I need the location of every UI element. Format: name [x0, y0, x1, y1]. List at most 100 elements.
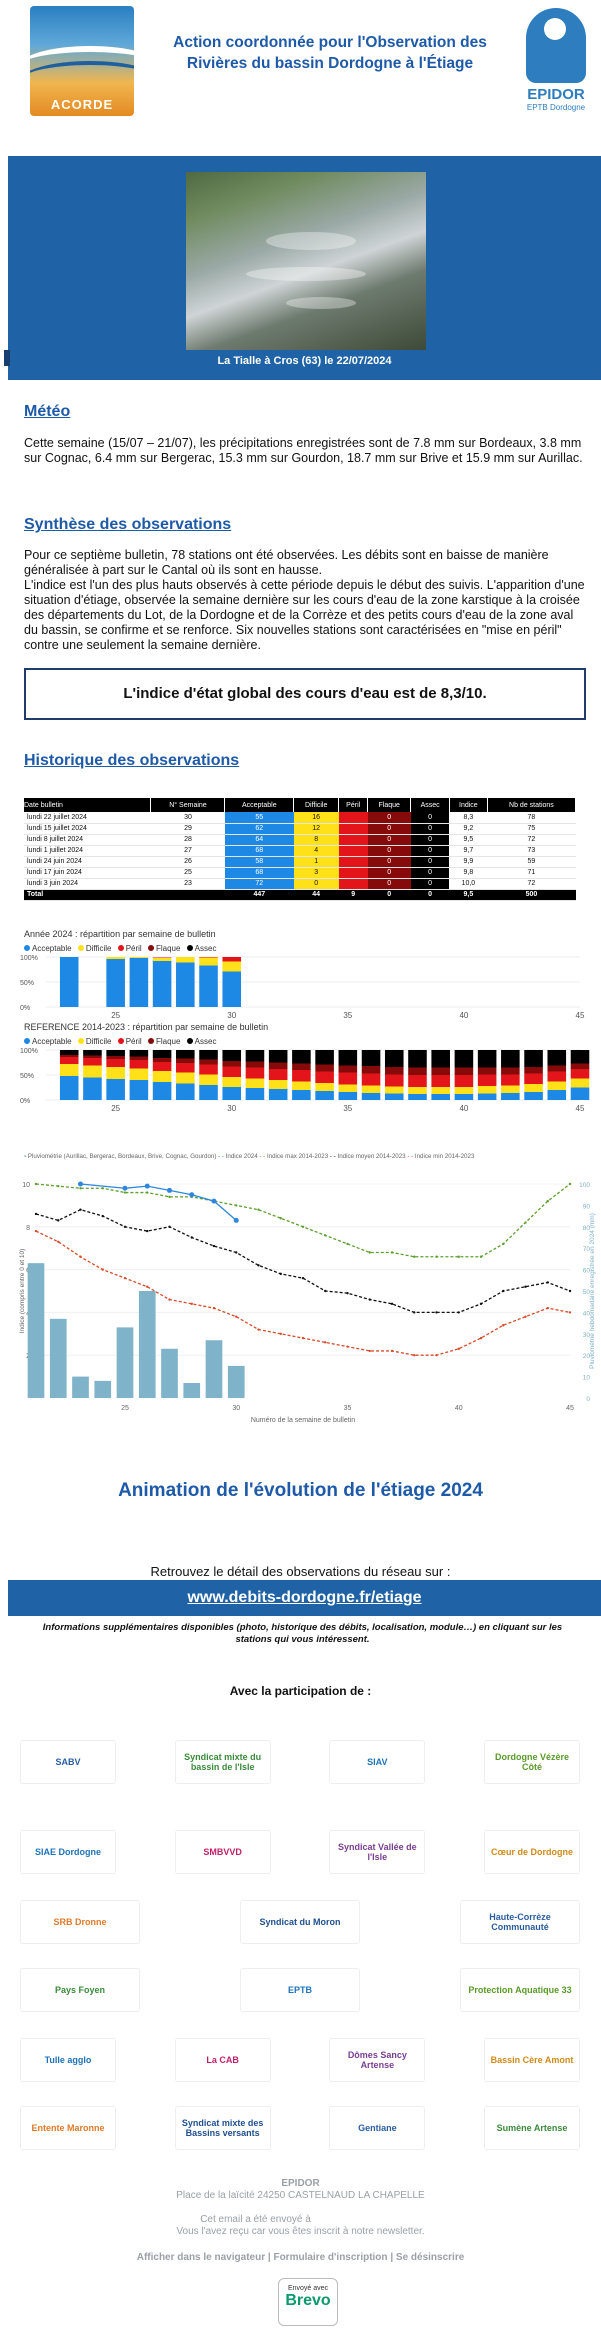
y2-tick-label: 50: [583, 1289, 591, 1296]
table-cell: lundi 17 juin 2024: [24, 867, 151, 879]
bar-segment: [361, 1066, 381, 1074]
x-tick-label: 35: [344, 1405, 352, 1412]
bar-segment: [129, 1050, 149, 1057]
partner-logo: Bassin Cère Amont: [484, 2038, 580, 2082]
max-line-point: [301, 1225, 305, 1228]
max-line-point: [346, 1242, 349, 1246]
legend2-acceptable: Acceptable: [32, 1037, 72, 1046]
partner-logo: Syndicat mixte du bassin de l'Isle: [174, 1740, 271, 1784]
table-row: lundi 17 juin 2024 25 68 3 0 0 0 9,8 71: [24, 867, 576, 879]
bar-segment: [501, 1074, 520, 1086]
table-cell: 72: [224, 878, 294, 890]
bar-segment: [431, 1087, 450, 1094]
historique-table: Date bulletin N° Semaine Acceptable Diffici…: [24, 798, 577, 901]
bar-segment: [222, 971, 242, 1007]
table-cell: 0: [410, 856, 450, 868]
bar-segment: [292, 1050, 311, 1064]
total-cell: Total: [24, 889, 151, 901]
min-line-point: [235, 1315, 238, 1318]
table-cell: 72: [487, 834, 576, 846]
col-header[interactable]: Péril: [338, 798, 369, 812]
col-header[interactable]: Difficile: [293, 798, 340, 812]
bar-segment: [152, 1082, 172, 1100]
bar-segment: [199, 965, 218, 1007]
partner-logo: La CAB: [174, 2038, 271, 2082]
rain-bar: [72, 1376, 89, 1398]
bar-segment: [83, 1065, 102, 1078]
y-tick-label: 0%: [20, 1005, 30, 1012]
bar-segment: [83, 1055, 102, 1058]
bar-segment: [408, 1094, 427, 1100]
animation-title[interactable]: Animation de l'évolution de l'étiage 202…: [118, 1480, 483, 1501]
partner-logo: Protection Aquatique 33: [460, 1968, 580, 2012]
bar-segment: [129, 1080, 149, 1100]
min-line-point: [279, 1332, 282, 1335]
bar-segment: [431, 1067, 450, 1075]
max-line-point: [235, 1204, 238, 1207]
brevo-badge[interactable]: Envoyé avec Brevo: [278, 2278, 338, 2326]
bar-segment: [431, 1075, 450, 1087]
bar-segment: [245, 1050, 265, 1062]
y2-tick-label: 20: [583, 1353, 591, 1360]
col-header[interactable]: Date bulletin: [24, 798, 152, 812]
x-tick-label: 45: [566, 1405, 574, 1412]
table-cell: 73: [487, 845, 576, 857]
max-line-point: [123, 1191, 127, 1194]
y-tick-label: 8: [26, 1225, 30, 1232]
bar-segment: [59, 1057, 79, 1064]
total-cell: 44: [293, 889, 339, 901]
col-header[interactable]: Nb de stations: [487, 798, 577, 812]
min-line-point: [479, 1336, 483, 1340]
chart3-indice-lines: ▪ Pluviométrie (Aurillac, Bergerac, Bord…: [19, 1153, 596, 1424]
table-cell: 1: [293, 856, 339, 868]
max-line-point: [457, 1255, 460, 1258]
y-tick-label: 50%: [20, 980, 34, 987]
bar-segment: [292, 1063, 311, 1070]
table-cell: 0: [338, 867, 368, 879]
bar-segment: [338, 1084, 358, 1092]
bar-segment: [361, 1093, 381, 1100]
col-header[interactable]: Indice: [449, 798, 488, 812]
max-line-point: [257, 1208, 260, 1211]
min-line-point: [390, 1349, 394, 1353]
legend2-dot-flaque: [147, 1038, 154, 1044]
col-header[interactable]: Assec: [410, 798, 450, 812]
brevo-sent-with: Envoyé avec: [287, 2285, 329, 2292]
bar-segment: [222, 1050, 242, 1061]
header-title-line2: Rivières du bassin Dordogne à l'Étiage: [186, 55, 474, 72]
min-line-point: [301, 1336, 305, 1340]
legend-marker: - -: [216, 1153, 225, 1160]
total-cell: [150, 889, 225, 901]
partner-logo: Sumène Artense: [484, 2106, 580, 2150]
bar-segment: [431, 1050, 450, 1068]
debits-dordogne-link[interactable]: www.debits-dordogne.fr/etiage: [187, 1589, 422, 1606]
chart3-legend: ▪ Pluviométrie (Aurillac, Bergerac, Bord…: [24, 1153, 475, 1160]
bar-segment: [524, 1050, 543, 1067]
col-header[interactable]: N° Semaine: [150, 798, 226, 812]
bar-segment: [361, 1073, 381, 1086]
col-header[interactable]: Flaque: [367, 798, 412, 812]
max-line-point: [101, 1187, 104, 1190]
chart1-stacked-bars: 100% 50% 0% 25 30 35 40 45: [20, 955, 585, 1020]
table-row: lundi 22 juillet 2024 30 55 16 7 0 0 8,3 78: [24, 812, 576, 824]
mean-line-point: [568, 1289, 572, 1293]
bar-segment: [106, 959, 125, 1007]
x-tick-label: 35: [343, 1104, 352, 1113]
footer-sep-1: |: [267, 2252, 271, 2263]
col-header[interactable]: Acceptable: [224, 798, 295, 812]
view-in-browser-link[interactable]: Afficher dans le navigateur: [136, 2252, 266, 2263]
mean-line-point: [346, 1291, 349, 1295]
mean-line-point: [235, 1251, 238, 1254]
mean-line-point: [168, 1225, 171, 1228]
y2-tick-label: 10: [583, 1375, 591, 1382]
subscription-form-link[interactable]: Formulaire d'inscription: [273, 2252, 388, 2263]
bar-segment: [501, 1085, 520, 1093]
table-cell: 0: [410, 867, 450, 879]
bar-segment: [222, 1077, 242, 1087]
info-text: Informations supplémentaires disponibles…: [42, 1622, 563, 1645]
table-cell: 28: [150, 834, 225, 846]
bar-segment: [501, 1067, 520, 1075]
unsubscribe-link[interactable]: Se désinscrire: [395, 2252, 465, 2263]
bar-segment: [547, 1065, 567, 1072]
y-tick-label: 10: [22, 1182, 30, 1189]
